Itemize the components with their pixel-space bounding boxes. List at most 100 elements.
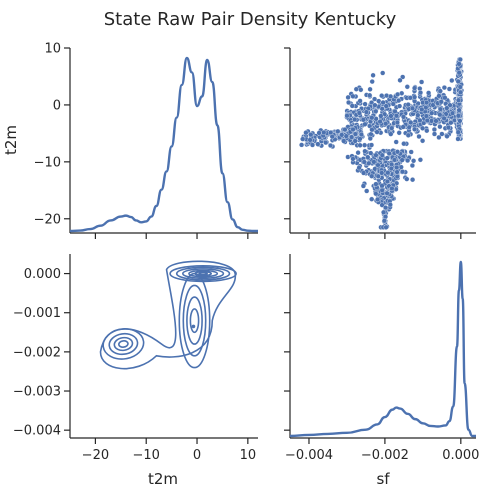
- scatter-point: [375, 173, 381, 179]
- scatter-point: [376, 98, 382, 104]
- scatter-point: [388, 113, 394, 119]
- br-x-axis-tick-label: −0.004: [285, 448, 333, 463]
- scatter-point: [356, 165, 362, 171]
- scatter-point: [444, 105, 450, 111]
- scatter-point: [400, 74, 406, 80]
- contour-ring-mid: [189, 308, 200, 334]
- bl-y-axis-tick-label: −0.002: [13, 345, 61, 360]
- scatter-point: [424, 100, 430, 106]
- bl-y-axis-tick-label: −0.003: [13, 385, 61, 400]
- scatter-point: [426, 90, 432, 96]
- scatter-point: [407, 95, 413, 101]
- scatter-point: [379, 183, 385, 189]
- scatter-point: [372, 96, 378, 102]
- bl-x-axis-tick-label: −20: [82, 448, 109, 463]
- panels: 10 0 −10 −20 0.000 −0.001 −0.002 −0.003 −0.004 −2…: [13, 42, 480, 464]
- scatter-point: [379, 202, 385, 208]
- scatter-point: [353, 86, 359, 92]
- scatter-point: [419, 106, 425, 113]
- scatter-point: [374, 129, 380, 135]
- scatter-point: [300, 136, 306, 142]
- scatter-point: [441, 115, 447, 121]
- scatter-point: [433, 118, 439, 124]
- scatter-point: [424, 117, 430, 124]
- scatter-point: [378, 113, 384, 119]
- scatter-point: [396, 130, 402, 136]
- scatter-point: [455, 113, 461, 119]
- scatter-point: [436, 93, 442, 99]
- scatter-point: [405, 132, 411, 138]
- scatter-point: [399, 157, 405, 163]
- tl-y-axis-tick-label: 10: [44, 42, 61, 57]
- scatter-point: [384, 190, 390, 196]
- scatter-point: [335, 128, 341, 134]
- scatter-point: [441, 85, 447, 91]
- scatter-point: [383, 103, 389, 109]
- scatter-point: [373, 191, 379, 197]
- contour-ring-mid: [178, 272, 211, 369]
- scatter-point: [307, 137, 313, 143]
- scatter-point: [397, 77, 403, 83]
- scatter-point: [420, 138, 426, 144]
- scatter-point: [344, 113, 350, 119]
- contour-center-dot: [191, 324, 196, 329]
- scatter-point: [377, 119, 383, 125]
- scatter-point: [400, 114, 407, 120]
- scatter-point: [392, 108, 398, 114]
- scatter-point: [381, 218, 387, 224]
- scatter-point: [352, 116, 358, 123]
- scatter-point: [412, 126, 418, 132]
- scatter-point: [373, 181, 379, 187]
- scatter-point: [457, 118, 463, 124]
- scatter-point: [455, 78, 461, 84]
- tl-y-axis-tick-label: −20: [34, 212, 61, 227]
- contour-ring-left: [118, 340, 129, 348]
- scatter-point: [457, 56, 463, 63]
- scatter-point: [379, 152, 385, 158]
- scatter-point: [436, 134, 442, 140]
- scatter-point: [362, 101, 368, 107]
- contour-envelope: [99, 260, 236, 370]
- scatter-point: [391, 157, 398, 163]
- scatter-point: [417, 117, 423, 123]
- scatter-point: [372, 102, 378, 108]
- x-axis-label-t2m: t2m: [148, 470, 178, 488]
- contour-ring-upper: [198, 271, 208, 276]
- scatter-point: [417, 90, 424, 96]
- bl-x-axis-tick-label: −10: [132, 448, 159, 463]
- scatter-point: [368, 142, 375, 148]
- scatter-points: [299, 56, 465, 230]
- scatter-point: [369, 127, 375, 133]
- scatter-point: [456, 70, 462, 76]
- scatter-point: [362, 121, 368, 127]
- scatter-point: [299, 142, 305, 148]
- scatter-point: [339, 132, 345, 138]
- scatter-point: [343, 133, 349, 139]
- br-x-axis-tick-label: 0.000: [442, 448, 479, 463]
- scatter-point: [349, 134, 355, 140]
- scatter-point: [352, 138, 358, 144]
- bl-y-axis-tick-label: 0.000: [24, 267, 61, 282]
- scatter-point: [389, 125, 395, 131]
- scatter-point: [370, 72, 376, 78]
- scatter-point: [457, 84, 463, 90]
- scatter-point: [410, 177, 416, 183]
- scatter-point: [437, 124, 443, 130]
- scatter-point: [366, 160, 372, 166]
- scatter-point: [444, 133, 450, 139]
- scatter-point: [356, 110, 362, 116]
- tl-y-axis-tick-label: 0: [53, 98, 61, 113]
- scatter-point: [383, 224, 389, 230]
- scatter-point: [345, 94, 351, 100]
- y-axis-label-t2m: t2m: [2, 125, 20, 155]
- br-x-axis-tick-label: −0.002: [361, 448, 409, 463]
- scatter-point: [445, 125, 451, 131]
- scatter-point: [411, 158, 417, 164]
- scatter-point: [362, 148, 368, 154]
- scatter-point: [309, 142, 316, 148]
- scatter-point: [417, 157, 423, 163]
- scatter-point: [412, 94, 418, 100]
- scatter-point: [321, 129, 327, 136]
- scatter-point: [380, 70, 386, 76]
- scatter-point: [386, 150, 392, 156]
